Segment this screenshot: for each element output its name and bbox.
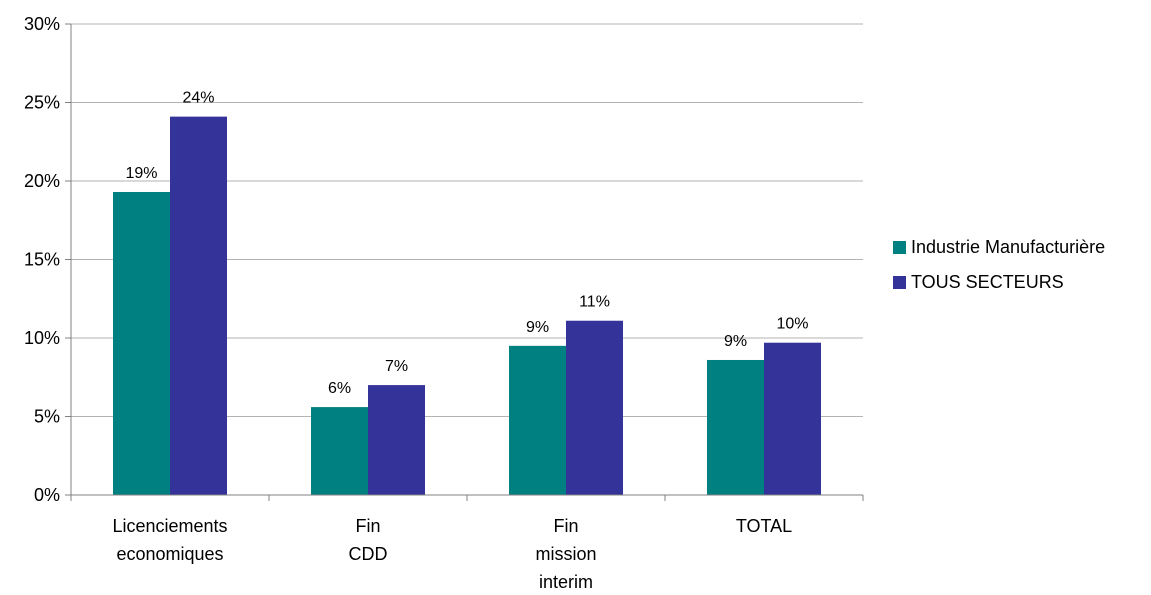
y-tick-label: 25% — [24, 93, 60, 113]
data-label: 19% — [125, 165, 157, 182]
data-label: 9% — [724, 333, 747, 350]
category-label: Licenciements — [112, 516, 227, 536]
y-tick-label: 20% — [24, 171, 60, 191]
data-labels: 19% 6% 9% 9% 24% 7% 11% 10% — [125, 90, 808, 397]
y-axis-ticks: 0% 5% 10% 15% 20% 25% 30% — [24, 14, 71, 505]
bar-tous-secteurs — [566, 320, 623, 495]
bar-tous-secteurs — [170, 116, 227, 495]
y-tick-label: 5% — [34, 407, 60, 427]
y-tick-label: 15% — [24, 250, 60, 270]
data-label: 24% — [182, 90, 214, 107]
bar-tous-secteurs — [368, 385, 425, 495]
x-axis-categories: Licenciements economiques Fin CDD Fin mission… — [112, 516, 792, 592]
category-label: TOTAL — [736, 516, 792, 536]
category-label: CDD — [349, 544, 388, 564]
y-tick-label: 30% — [24, 14, 60, 34]
bar-tous-secteurs — [764, 342, 821, 495]
data-label: 6% — [328, 380, 351, 397]
y-tick-label: 10% — [24, 328, 60, 348]
bar-industrie — [509, 345, 566, 495]
category-label: economiques — [116, 544, 223, 564]
legend-item-tous-secteurs: TOUS SECTEURS — [893, 265, 1105, 300]
category-label: mission — [535, 544, 596, 564]
data-label: 9% — [526, 319, 549, 336]
bar-industrie — [707, 359, 764, 495]
y-tick-label: 0% — [34, 485, 60, 505]
data-label: 7% — [385, 358, 408, 375]
category-label: Fin — [553, 516, 578, 536]
bars — [113, 116, 821, 496]
legend-swatch-industrie — [893, 241, 906, 254]
legend-label-tous-secteurs: TOUS SECTEURS — [911, 272, 1064, 292]
legend: Industrie Manufacturière TOUS SECTEURS — [893, 230, 1105, 300]
bar-industrie — [113, 191, 170, 496]
bar-industrie — [311, 407, 368, 495]
category-label: interim — [539, 572, 593, 592]
legend-item-industrie: Industrie Manufacturière — [893, 230, 1105, 265]
legend-swatch-tous-secteurs — [893, 276, 906, 289]
legend-label-industrie: Industrie Manufacturière — [911, 237, 1106, 257]
axes — [70, 24, 864, 501]
category-label: Fin — [355, 516, 380, 536]
data-label: 11% — [579, 294, 610, 311]
data-label: 10% — [776, 316, 808, 333]
